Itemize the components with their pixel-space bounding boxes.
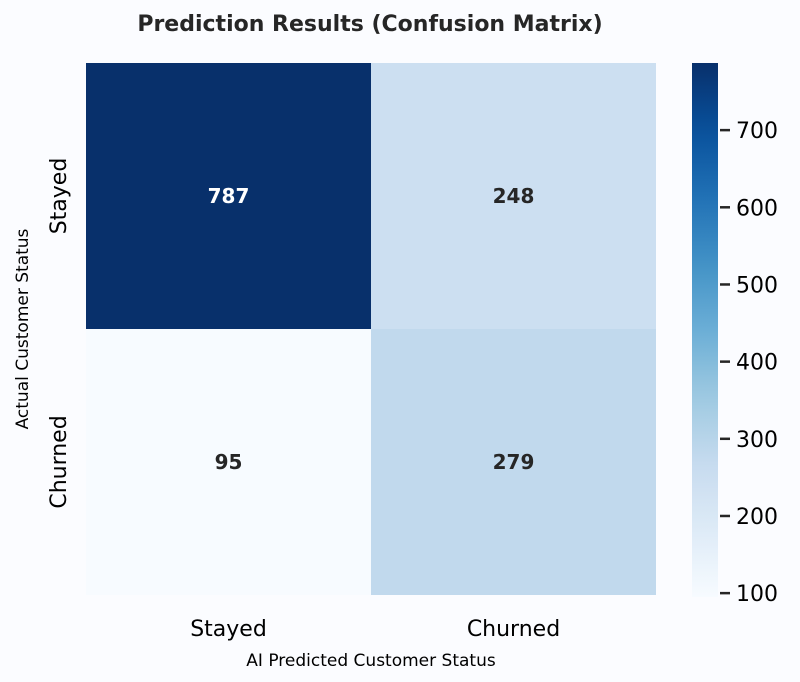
x-tick-label: Churned <box>467 617 560 642</box>
y-tick-label: Stayed <box>47 158 72 235</box>
colorbar-tick-label: 100 <box>736 582 778 607</box>
y-axis-label: Actual Customer Status <box>13 228 33 429</box>
colorbar-tick-label: 200 <box>736 505 778 530</box>
y-tick-label: Churned <box>47 415 72 508</box>
colorbar-tick-label: 300 <box>736 428 778 453</box>
colorbar-tick-label: 600 <box>736 196 778 221</box>
cell-value-label: 248 <box>493 184 535 208</box>
x-axis-label: AI Predicted Customer Status <box>246 651 496 671</box>
heatmap-cell <box>86 329 371 595</box>
colorbar-tick-label: 500 <box>736 273 778 298</box>
heatmap-cell <box>371 63 656 329</box>
heatmap-cell <box>86 63 371 329</box>
colorbar-tick-label: 400 <box>736 351 778 376</box>
cell-value-label: 95 <box>215 450 243 474</box>
cell-value-label: 787 <box>208 184 250 208</box>
x-tick-label: Stayed <box>190 617 267 642</box>
colorbar <box>692 63 718 597</box>
heatmap-cell <box>371 329 656 595</box>
cell-value-label: 279 <box>493 450 535 474</box>
chart-title: Prediction Results (Confusion Matrix) <box>137 12 603 37</box>
colorbar-tick-label: 700 <box>736 119 778 144</box>
